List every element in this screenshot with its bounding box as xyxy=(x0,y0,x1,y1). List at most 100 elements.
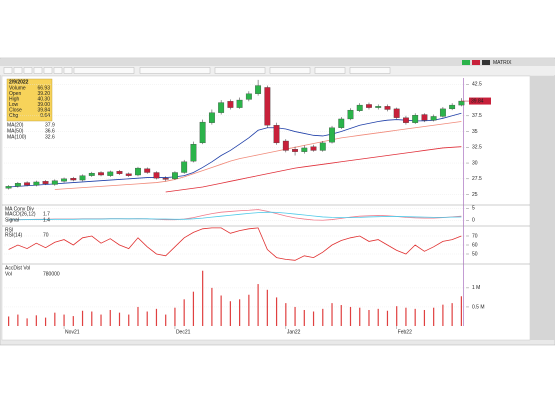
info-value: 40.30 xyxy=(37,96,50,102)
y-tick-label: 60 xyxy=(472,242,478,248)
volume-bar xyxy=(35,315,37,326)
price-box xyxy=(469,97,491,105)
legend-name: MA(20) xyxy=(7,122,24,128)
candle-body xyxy=(421,114,428,121)
volume-bar xyxy=(183,299,185,326)
dropdown[interactable] xyxy=(269,67,311,74)
candle-body xyxy=(412,115,419,123)
volume-bar xyxy=(433,307,435,326)
volume-bar xyxy=(303,309,305,326)
candle-body xyxy=(5,186,12,189)
legend-name: MA(50) xyxy=(7,128,24,134)
volume-bar xyxy=(266,289,268,326)
button[interactable] xyxy=(462,60,470,65)
button[interactable] xyxy=(23,67,33,74)
line-series xyxy=(54,121,462,190)
candle-body xyxy=(98,172,104,176)
candle-body xyxy=(255,85,262,94)
volume-bar xyxy=(211,287,213,326)
volume-bar xyxy=(377,308,379,326)
candle-body xyxy=(403,117,409,123)
dropdown[interactable] xyxy=(139,67,211,74)
y-tick-label: 50 xyxy=(472,251,478,257)
y-tick-label: 35 xyxy=(472,129,478,135)
button[interactable] xyxy=(482,60,490,65)
button[interactable] xyxy=(53,67,63,74)
candle-body xyxy=(135,167,141,176)
info-label: Chg xyxy=(9,113,18,119)
legend-value: 36.6 xyxy=(45,128,55,134)
line-series xyxy=(8,112,462,188)
candle-body xyxy=(439,108,446,117)
dropdown[interactable] xyxy=(214,67,266,74)
button[interactable] xyxy=(472,60,480,65)
button[interactable] xyxy=(13,67,23,74)
volume-bar xyxy=(368,309,370,326)
y-tick-label: 37.5 xyxy=(472,113,482,119)
toolbar-label: MATRIX xyxy=(493,60,512,66)
candle-body xyxy=(190,143,197,162)
price-label: 39.84 xyxy=(471,98,484,104)
info-value: 39.00 xyxy=(37,102,50,108)
x-tick-label: Nov21 xyxy=(65,329,80,335)
candle-body xyxy=(199,121,206,144)
volume-bar xyxy=(331,303,333,326)
volume-bar xyxy=(202,270,204,326)
volume-bar xyxy=(257,284,259,326)
volume-bar xyxy=(340,305,342,326)
volume-bar xyxy=(460,296,462,326)
volume-bar xyxy=(91,311,93,326)
candle-body xyxy=(347,109,354,120)
legend-name: Signal xyxy=(5,217,19,223)
button[interactable] xyxy=(63,67,73,74)
y-tick-label: 70 xyxy=(472,233,478,239)
candle-body xyxy=(208,112,215,123)
line-series xyxy=(8,227,462,261)
button[interactable] xyxy=(33,67,43,74)
x-tick-label: Feb22 xyxy=(398,329,412,335)
y-tick-label: 27.5 xyxy=(472,176,482,182)
panel-title: RSI xyxy=(5,227,13,233)
y-tick-label: 42.5 xyxy=(472,82,482,88)
candle-body xyxy=(310,146,317,151)
candle-body xyxy=(356,104,363,111)
button[interactable] xyxy=(3,67,13,74)
volume-bar xyxy=(44,317,47,326)
legend-name: MACD(26,12) xyxy=(5,211,36,217)
volume-bar xyxy=(442,304,444,326)
volume-bar xyxy=(109,309,111,326)
candle-body xyxy=(116,171,123,174)
volume-bar xyxy=(349,306,352,326)
volume-bar xyxy=(248,294,250,326)
candle-body xyxy=(144,168,151,173)
candle-body xyxy=(162,178,169,180)
legend-value: 1.4 xyxy=(43,217,50,223)
volume-bar xyxy=(8,316,10,326)
info-date: 2/9/2022 xyxy=(9,79,29,85)
y-tick-label: 25 xyxy=(472,192,478,198)
volume-bar xyxy=(118,312,121,326)
candle-body xyxy=(282,140,289,151)
volume-bar xyxy=(72,316,74,326)
volume-bar xyxy=(423,309,426,326)
volume-bar xyxy=(386,310,389,326)
candle-body xyxy=(51,180,58,185)
button[interactable] xyxy=(43,67,53,74)
volume-bar xyxy=(220,295,222,326)
info-value: 39.84 xyxy=(37,107,50,113)
line-series xyxy=(165,146,462,193)
legend-value: 780000 xyxy=(43,271,60,277)
dropdown[interactable] xyxy=(314,67,346,74)
candle-body xyxy=(33,181,40,186)
candle-body xyxy=(393,108,400,118)
volume-bar xyxy=(81,310,84,326)
dropdown[interactable] xyxy=(349,67,391,74)
y-tick-label: 0.5 M xyxy=(472,304,485,310)
toolbar-top xyxy=(0,59,555,66)
candle-body xyxy=(236,99,243,108)
dropdown[interactable] xyxy=(73,67,135,74)
volume-bar xyxy=(165,314,167,326)
info-value: 66.93 xyxy=(37,85,50,91)
legend-value: 37.9 xyxy=(45,122,55,128)
candle-body xyxy=(125,173,132,176)
